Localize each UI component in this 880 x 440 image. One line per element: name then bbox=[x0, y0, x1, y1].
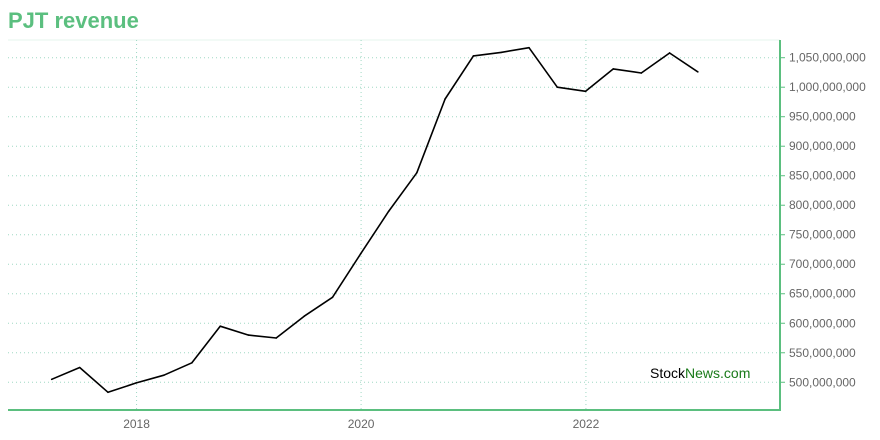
revenue-line bbox=[51, 46, 699, 394]
y-tick-label: 800,000,000 bbox=[789, 198, 856, 212]
y-tick-label: 900,000,000 bbox=[789, 139, 856, 153]
y-tick-label: 950,000,000 bbox=[789, 110, 856, 124]
axes bbox=[8, 40, 785, 411]
data-point bbox=[668, 52, 671, 54]
chart-title: PJT revenue bbox=[8, 8, 139, 33]
data-point bbox=[359, 252, 362, 255]
x-tick-label: 2022 bbox=[573, 417, 600, 431]
y-tick-label: 500,000,000 bbox=[789, 375, 856, 389]
data-point bbox=[247, 334, 250, 336]
y-tick-label: 600,000,000 bbox=[789, 316, 856, 330]
data-point bbox=[472, 55, 475, 57]
data-point bbox=[612, 68, 615, 70]
watermark-accent: News.com bbox=[685, 365, 751, 381]
watermark-primary: Stock bbox=[650, 365, 686, 381]
y-tick-label: 850,000,000 bbox=[789, 169, 856, 183]
y-tick-label: 650,000,000 bbox=[789, 287, 856, 301]
x-tick-label: 2020 bbox=[348, 417, 375, 431]
data-point bbox=[584, 90, 587, 93]
data-point bbox=[78, 366, 81, 369]
y-tick-label: 750,000,000 bbox=[789, 228, 856, 242]
tick-labels: 500,000,000 550,000,000 600,000,000 650,000… bbox=[123, 51, 866, 431]
data-point bbox=[444, 98, 446, 100]
data-point bbox=[528, 46, 530, 49]
series bbox=[50, 46, 699, 394]
data-point bbox=[556, 86, 559, 89]
data-point bbox=[135, 382, 138, 384]
x-tick-label: 2018 bbox=[123, 417, 150, 431]
y-tick-label: 550,000,000 bbox=[789, 346, 856, 360]
data-point bbox=[697, 71, 699, 73]
data-point bbox=[303, 315, 305, 317]
y-tick-label: 1,050,000,000 bbox=[789, 51, 866, 65]
watermark: StockNews.com bbox=[650, 365, 750, 381]
data-point bbox=[219, 325, 222, 328]
data-point bbox=[500, 51, 502, 54]
data-point bbox=[191, 361, 193, 364]
y-tick-label: 700,000,000 bbox=[789, 257, 856, 271]
data-point bbox=[50, 378, 53, 381]
grid-lines bbox=[8, 39, 780, 410]
data-point bbox=[163, 374, 165, 376]
data-point bbox=[107, 391, 109, 394]
data-point bbox=[415, 171, 418, 174]
y-tick-label: 1,000,000,000 bbox=[789, 80, 866, 94]
data-point bbox=[275, 337, 278, 339]
data-point bbox=[387, 210, 390, 212]
data-point bbox=[331, 296, 334, 299]
data-point bbox=[640, 72, 643, 74]
